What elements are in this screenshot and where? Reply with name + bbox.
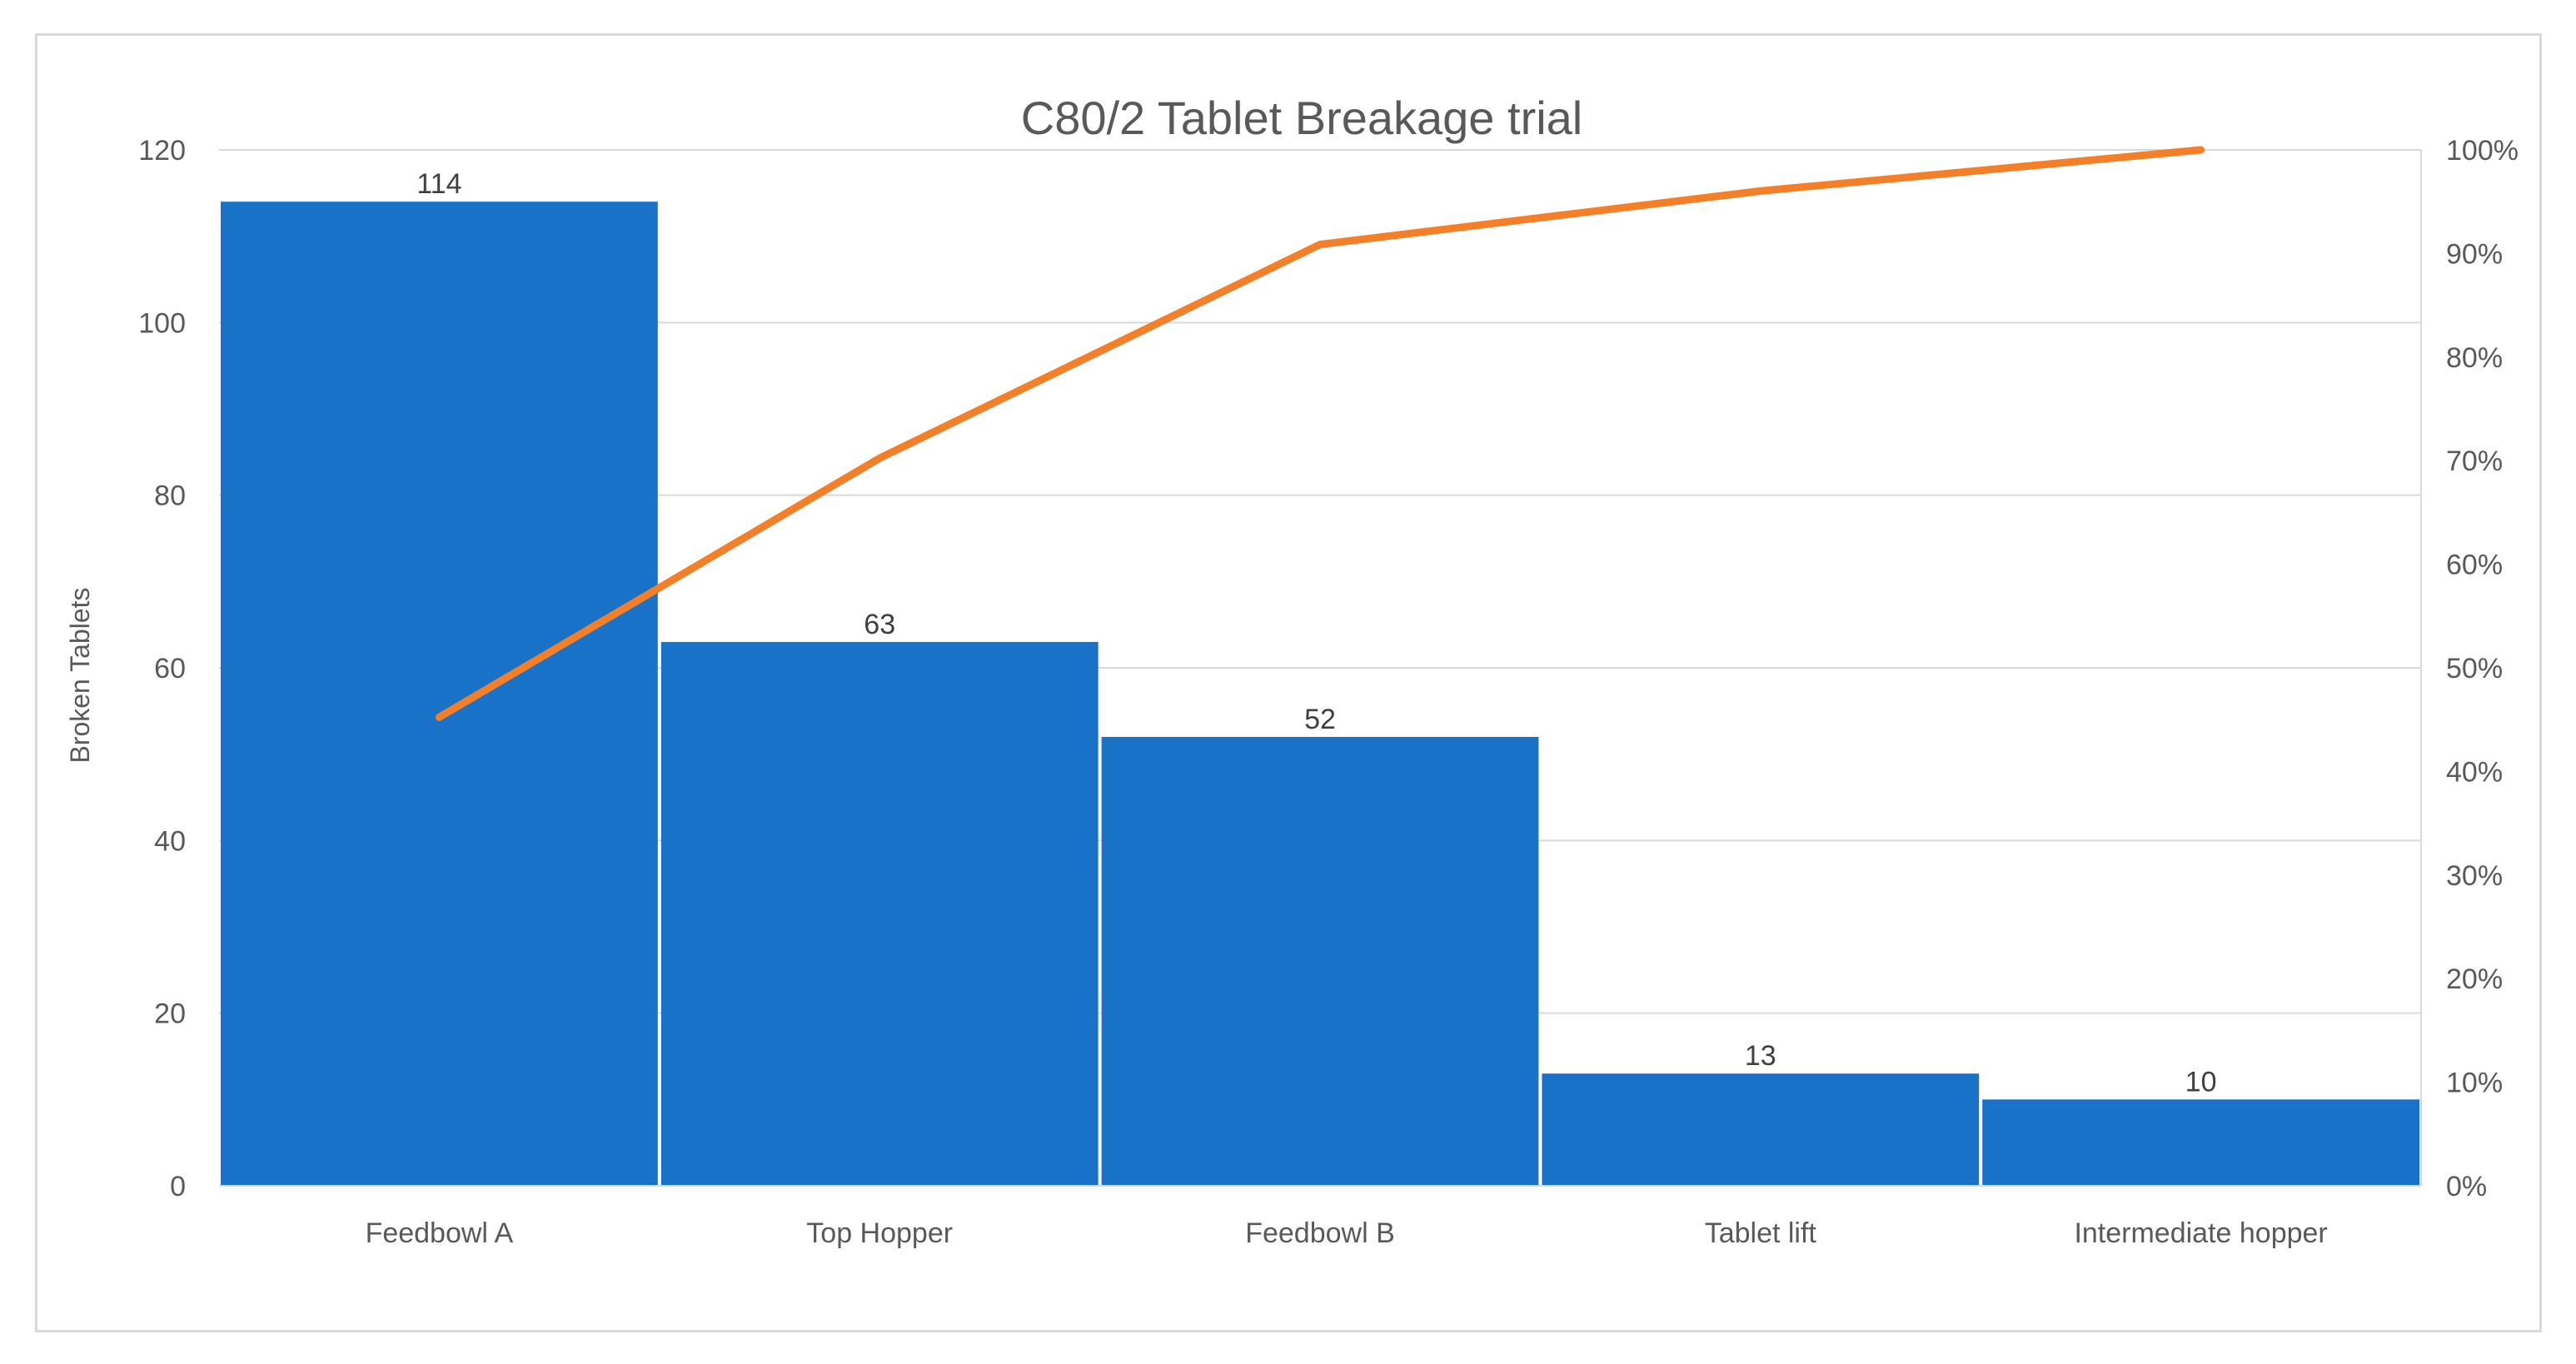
cumulative-line: [435, 146, 2205, 721]
category-label: Feedbowl A: [366, 1217, 514, 1249]
y2-tick-label: 60%: [2446, 550, 2503, 581]
y-tick-label: 40: [154, 825, 186, 857]
y-tick-label: 0: [170, 1171, 186, 1202]
category-label: Feedbowl B: [1245, 1217, 1395, 1249]
bars: [221, 202, 2419, 1187]
y-tick-label: 100: [138, 307, 186, 339]
bar: [660, 641, 1099, 1186]
y2-tick-label: 100%: [2446, 135, 2519, 167]
bar: [221, 202, 658, 1187]
bar-data-label: 13: [1745, 1040, 1776, 1072]
category-label: Intermediate hopper: [2074, 1217, 2327, 1249]
y2-tick-label: 20%: [2446, 963, 2503, 995]
bar: [1542, 1073, 1980, 1186]
axes: [219, 150, 2422, 1187]
chart-title: C80/2 Tablet Breakage trial: [1021, 92, 1583, 144]
bar-data-label: 10: [2185, 1066, 2217, 1098]
category-label: Top Hopper: [806, 1217, 953, 1249]
y2-tick-label: 50%: [2446, 653, 2503, 684]
cumulative-percent-line: [435, 146, 2205, 721]
y-axis-title: Broken Tablets: [65, 587, 95, 763]
category-label: Tablet lift: [1705, 1217, 1817, 1249]
y2-tick-label: 40%: [2446, 756, 2503, 788]
y-tick-label: 120: [138, 135, 186, 167]
y-tick-label: 80: [154, 480, 186, 512]
y2-tick-label: 70%: [2446, 446, 2503, 477]
y-tick-label: 60: [154, 653, 186, 684]
y2-tick-label: 90%: [2446, 238, 2503, 270]
y2-tick-label: 30%: [2446, 860, 2503, 892]
bar-data-label: 63: [864, 609, 895, 640]
bar: [1982, 1099, 2419, 1186]
y2-tick-label: 10%: [2446, 1068, 2503, 1099]
bar: [1101, 736, 1539, 1186]
y2-tick-label: 0%: [2446, 1171, 2487, 1202]
bar-data-label: 52: [1304, 704, 1336, 735]
labels: 0 20 40 60 80 100 120 0% 10% 20% 30% 40% 50% 60% 70% 80…: [138, 135, 2519, 1249]
chart-frame: C80/2 Tablet Breakage trial Broken Table…: [35, 33, 2542, 1332]
bar-data-label: 114: [416, 168, 461, 200]
pareto-chart: C80/2 Tablet Breakage trial Broken Table…: [65, 92, 2519, 1249]
y2-tick-label: 80%: [2446, 342, 2503, 374]
y-tick-label: 20: [154, 998, 186, 1030]
